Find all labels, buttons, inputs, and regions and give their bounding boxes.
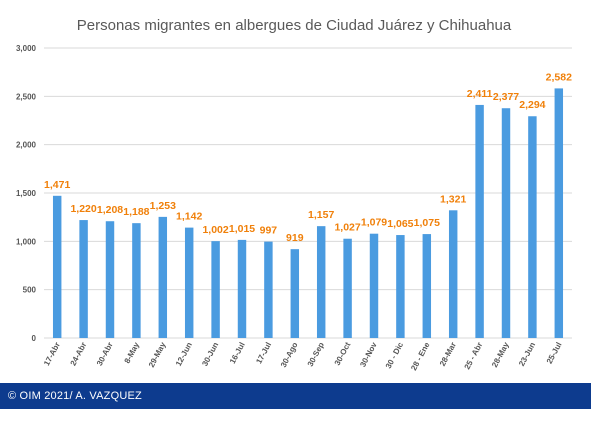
- x-tick-label: 28-May: [490, 340, 511, 369]
- data-label: 2,582: [546, 71, 572, 83]
- data-label: 1,157: [308, 209, 334, 221]
- bar: [290, 249, 300, 338]
- bar: [316, 226, 326, 338]
- bar: [343, 238, 352, 338]
- x-tick-label: 16-Jul: [228, 341, 247, 366]
- data-label: 919: [286, 232, 304, 244]
- data-label: 2,377: [493, 91, 519, 103]
- x-tick-label: 28-Mar: [438, 341, 458, 368]
- x-tick-label: 30-Ago: [279, 341, 300, 369]
- y-tick-label: 500: [23, 286, 37, 295]
- y-tick-label: 1,000: [16, 237, 37, 246]
- bar: [264, 241, 273, 338]
- bar: [237, 239, 247, 338]
- bar: [475, 104, 484, 338]
- chart-area: Personas migrantes en albergues de Ciuda…: [16, 17, 572, 372]
- y-tick-label: 2,500: [16, 92, 37, 101]
- y-tick-label: 1,500: [16, 189, 37, 198]
- x-tick-label: 30-Oct: [333, 340, 353, 367]
- y-tick-label: 2,000: [16, 141, 37, 150]
- bar: [448, 210, 458, 338]
- x-tick-label: 29-May: [147, 340, 168, 369]
- data-label: 1,027: [334, 222, 360, 234]
- data-label: 1,079: [361, 217, 387, 229]
- x-tick-label: 28 - Ene: [409, 340, 432, 372]
- chart-title: Personas migrantes en albergues de Ciuda…: [77, 17, 512, 34]
- gridlines: [44, 47, 572, 339]
- bar: [422, 234, 432, 338]
- x-tick-label: 12-Jun: [174, 341, 194, 368]
- bar-chart: Personas migrantes en albergues de Ciuda…: [16, 17, 572, 372]
- x-tick-label: 25-Jul: [545, 341, 564, 366]
- bar: [79, 220, 88, 338]
- copyright-footer: © OIM 2021/ A. VAZQUEZ: [0, 383, 591, 409]
- bar: [554, 88, 564, 338]
- x-tick-label: 30-Abr: [95, 341, 115, 368]
- x-tick-label: 24-Abr: [69, 341, 89, 368]
- data-label: 1,065: [387, 218, 413, 230]
- x-tick-label: 25 - Abr: [463, 341, 485, 371]
- bar: [132, 223, 141, 338]
- bar: [528, 116, 537, 338]
- data-label: 997: [260, 225, 278, 237]
- bar: [396, 235, 405, 338]
- data-label: 1,471: [44, 179, 70, 191]
- x-tick-label: 30-Sep: [306, 341, 326, 368]
- bar: [501, 108, 511, 339]
- data-label: 1,321: [440, 193, 466, 205]
- data-label: 1,253: [150, 200, 176, 212]
- data-label: 1,220: [70, 203, 96, 215]
- data-label: 2,294: [519, 99, 545, 111]
- data-label: 1,075: [414, 217, 440, 229]
- x-tick-label: 23-Jun: [517, 341, 537, 368]
- x-tick-label: 8-May: [123, 340, 142, 365]
- bar: [105, 221, 115, 338]
- bar: [369, 233, 379, 338]
- x-tick-label: 17-Jul: [254, 341, 273, 366]
- y-tick-label: 0: [32, 334, 37, 343]
- data-label: 1,208: [97, 204, 123, 216]
- x-tick-label: 30-Nov: [358, 340, 379, 368]
- data-label: 1,188: [123, 206, 149, 218]
- y-tick-label: 3,000: [16, 44, 37, 53]
- data-label: 1,015: [229, 223, 255, 235]
- bar: [184, 227, 194, 338]
- x-tick-label: 17-Abr: [42, 341, 62, 368]
- data-label: 2,411: [467, 88, 493, 100]
- x-tick-label: 30-Jun: [200, 341, 220, 368]
- x-axis: 17-Abr 24-Abr 30-Abr 8-May 29-May 12-Jun 30-Ju…: [42, 340, 563, 372]
- bar: [158, 216, 168, 338]
- bar: [211, 241, 220, 338]
- data-label: 1,142: [176, 211, 202, 223]
- y-axis: 0 500 1,000 1,500 2,000 2,500 3,000: [16, 44, 37, 343]
- bar: [52, 195, 62, 338]
- data-label: 1,002: [202, 224, 228, 236]
- x-tick-label: 30 - Dic: [384, 340, 406, 370]
